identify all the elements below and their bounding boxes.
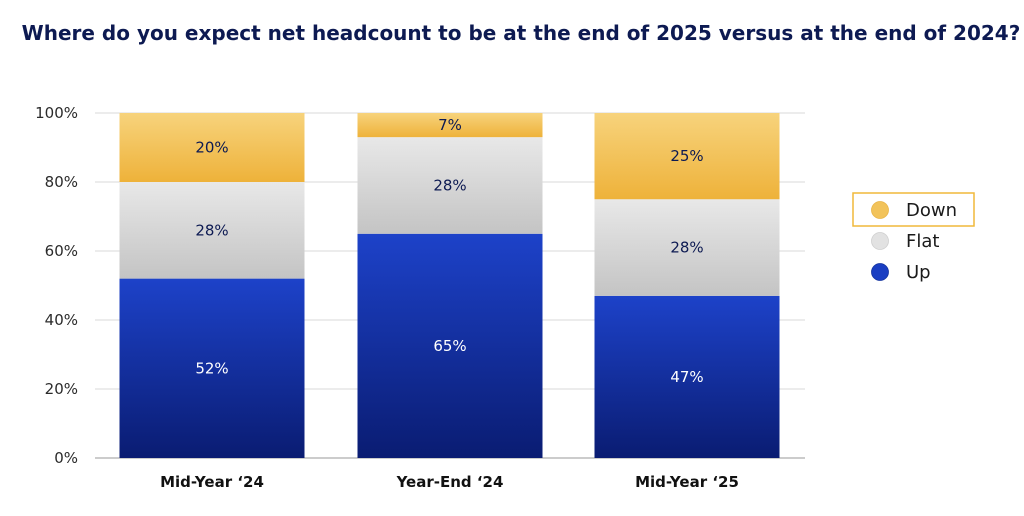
bar-segment-up xyxy=(357,233,543,458)
y-tick-label: 40% xyxy=(45,311,78,329)
y-tick-label: 80% xyxy=(45,173,78,191)
legend-label-flat: Flat xyxy=(906,231,939,252)
y-tick-label: 0% xyxy=(54,449,78,467)
data-label: 52% xyxy=(195,359,228,377)
legend-swatch-flat xyxy=(871,232,889,250)
data-labels: 52% 28% 20% 65% 28% 7% 47% 28% 25% xyxy=(195,116,703,386)
legend-label-up: Up xyxy=(906,262,931,283)
legend-swatch-up xyxy=(871,263,889,281)
legend-swatch-down xyxy=(871,201,889,219)
bars xyxy=(119,113,780,458)
bar-segment-flat xyxy=(119,182,305,279)
data-label: 20% xyxy=(195,139,228,157)
y-tick-label: 60% xyxy=(45,242,78,260)
data-label: 28% xyxy=(433,176,466,194)
bar-segment-down xyxy=(594,113,780,200)
bar-segment-up xyxy=(594,295,780,458)
x-category-label: Mid-Year ‘25 xyxy=(635,473,739,491)
bar-segment-down xyxy=(119,113,305,182)
data-label: 7% xyxy=(438,116,462,134)
bar-segment-flat xyxy=(594,199,780,296)
bar-segment-flat xyxy=(357,137,543,234)
y-tick-label: 100% xyxy=(35,104,78,122)
x-category-label: Year-End ‘24 xyxy=(396,473,504,491)
data-label: 47% xyxy=(670,368,703,386)
legend-label-down: Down xyxy=(906,200,957,221)
bar-segment-up xyxy=(119,278,305,458)
data-label: 28% xyxy=(195,221,228,239)
chart-title: Where do you expect net headcount to be … xyxy=(22,21,1021,45)
data-label: 25% xyxy=(670,147,703,165)
legend: Down Flat Up xyxy=(852,192,975,283)
data-label: 28% xyxy=(670,239,703,257)
y-tick-label: 20% xyxy=(45,380,78,398)
bar-segment-down xyxy=(357,113,543,138)
data-label: 65% xyxy=(433,337,466,355)
x-category-label: Mid-Year ‘24 xyxy=(160,473,264,491)
axis-labels: 0% 20% 40% 60% 80% 100% Mid-Year ‘24 Year-End ‘… xyxy=(35,104,739,491)
legend-highlight-box xyxy=(852,192,975,227)
